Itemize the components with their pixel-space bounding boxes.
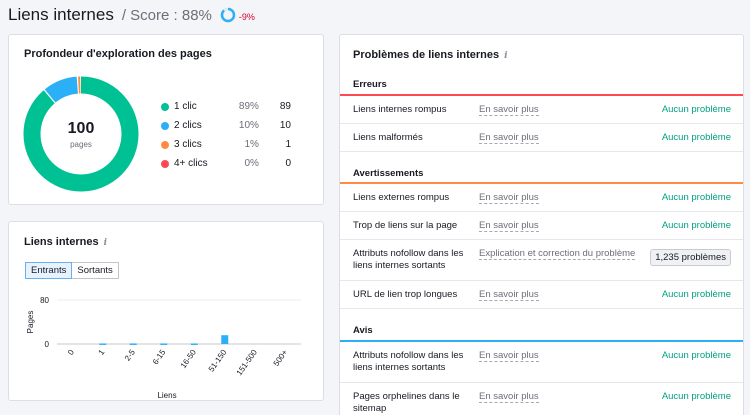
issue-status[interactable]: Aucun problème xyxy=(661,350,731,361)
links-bar-chart: 80 0 Pages 0 1 2-5 6-15 16-50 51-150 151-500 500+ L… xyxy=(26,296,301,400)
issue-row: Liens internes rompus En savoir plus Auc… xyxy=(340,96,743,124)
crawl-depth-donut: 100 pages xyxy=(23,76,139,192)
issue-status[interactable]: Aucun problème xyxy=(661,132,731,143)
issue-label: Attributs nofollow dans les liens intern… xyxy=(353,350,464,373)
legend-row[interactable]: 3 clics 1% 1 xyxy=(161,135,291,154)
info-icon[interactable]: i xyxy=(103,238,107,248)
x-tick-label: 16-50 xyxy=(179,348,198,370)
section-divider xyxy=(340,340,743,342)
bar[interactable] xyxy=(160,343,168,345)
legend-percent: 10% xyxy=(238,120,259,131)
legend-dot xyxy=(161,102,169,111)
section-divider xyxy=(340,182,743,184)
issues-card: Problèmes de liens internes i Erreurs Lie… xyxy=(339,34,744,415)
section-divider xyxy=(340,94,743,96)
legend-row[interactable]: 4+ clics 0% 0 xyxy=(161,154,291,173)
x-tick-label: 0 xyxy=(66,348,76,357)
issue-label: Pages orphelines dans le sitemap xyxy=(353,391,460,414)
section-avertissements: Avertissements xyxy=(353,168,424,179)
issues-title-text: Problèmes de liens internes xyxy=(353,49,500,61)
donut-total: 100 xyxy=(67,119,95,137)
learn-more-link[interactable]: En savoir plus xyxy=(479,220,539,232)
legend-label: 3 clics xyxy=(174,139,202,150)
issue-status[interactable]: Aucun problème xyxy=(661,192,731,203)
issue-label: URL de lien trop longues xyxy=(353,289,458,300)
learn-more-link[interactable]: En savoir plus xyxy=(479,192,539,204)
issue-row: Trop de liens sur la page En savoir plus… xyxy=(340,212,743,240)
legend-row[interactable]: 1 clic 89% 89 xyxy=(161,97,291,116)
page-title: Liens internes xyxy=(8,5,114,24)
x-tick-label: 2-5 xyxy=(123,348,137,363)
donut-total-label: pages xyxy=(70,139,92,149)
score-delta: -9% xyxy=(238,11,255,22)
legend-label: 1 clic xyxy=(174,101,197,112)
x-tick-label: 500+ xyxy=(272,348,290,368)
fix-explanation-link[interactable]: Explication et correction du problème xyxy=(479,248,636,260)
x-tick-label: 1 xyxy=(96,348,106,357)
legend-row[interactable]: 2 clics 10% 10 xyxy=(161,116,291,135)
issue-row: Attributs nofollow dans les liens intern… xyxy=(340,240,743,281)
legend-label: 2 clics xyxy=(174,120,202,131)
issue-label: Liens internes rompus xyxy=(353,104,447,115)
learn-more-link[interactable]: En savoir plus xyxy=(479,391,539,403)
section-erreurs: Erreurs xyxy=(353,79,387,90)
y-tick-label: 80 xyxy=(40,296,49,305)
issue-row: Liens malformés En savoir plus Aucun pro… xyxy=(340,124,743,152)
score-ring-icon xyxy=(220,7,236,23)
learn-more-link[interactable]: En savoir plus xyxy=(479,132,539,144)
internal-links-card: Liens internes i Entrants Sortants 80 0 Pag… xyxy=(8,221,324,401)
x-tick-label: 51-150 xyxy=(207,348,229,374)
bar[interactable] xyxy=(99,343,107,345)
tab-sortants[interactable]: Sortants xyxy=(72,262,119,279)
links-tabs: Entrants Sortants xyxy=(25,262,119,279)
learn-more-link[interactable]: En savoir plus xyxy=(479,104,539,116)
x-tick-label: 6-15 xyxy=(151,348,168,367)
score-label: / Score : 88% xyxy=(121,6,212,24)
issue-label: Liens malformés xyxy=(353,132,423,143)
donut-slice[interactable] xyxy=(23,76,139,192)
y-tick-label: 0 xyxy=(45,340,50,349)
issue-status[interactable]: Aucun problème xyxy=(661,289,731,300)
issue-status[interactable]: Aucun problème xyxy=(661,104,731,115)
learn-more-link[interactable]: En savoir plus xyxy=(479,289,539,301)
issues-count-badge[interactable]: 1,235 problèmes xyxy=(650,249,731,266)
tab-entrants[interactable]: Entrants xyxy=(25,262,73,279)
issue-row: Pages orphelines dans le sitemap En savo… xyxy=(340,383,743,415)
legend-count: 10 xyxy=(279,120,291,131)
x-axis-label: Liens xyxy=(157,391,176,400)
info-icon[interactable]: i xyxy=(504,51,508,61)
crawl-depth-title: Profondeur d'exploration des pages xyxy=(24,48,212,60)
y-axis-label: Pages xyxy=(26,311,35,334)
x-tick-label: 151-500 xyxy=(235,348,260,378)
learn-more-link[interactable]: En savoir plus xyxy=(479,350,539,362)
legend-percent: 0% xyxy=(244,158,259,169)
bar[interactable] xyxy=(129,343,137,345)
legend-count: 1 xyxy=(285,139,291,150)
legend-dot xyxy=(161,121,169,130)
issue-status[interactable]: Aucun problème xyxy=(661,220,731,231)
legend-count: 89 xyxy=(279,101,291,112)
bar[interactable] xyxy=(190,343,198,345)
legend-dot xyxy=(161,140,169,149)
page-header: Liens internes / Score : 88% -9% xyxy=(8,4,255,26)
legend-dot xyxy=(161,159,169,168)
legend-count: 0 xyxy=(285,158,291,169)
legend-label: 4+ clics xyxy=(174,158,208,169)
internal-links-title-text: Liens internes xyxy=(24,236,99,248)
legend-percent: 1% xyxy=(244,139,259,150)
crawl-depth-legend: 1 clic 89% 89 2 clics 10% 10 3 clics 1% … xyxy=(161,97,291,173)
issue-label: Liens externes rompus xyxy=(353,192,450,203)
crawl-depth-card: Profondeur d'exploration des pages 100 p… xyxy=(8,34,324,205)
section-avis: Avis xyxy=(353,325,373,336)
internal-links-title: Liens internes i xyxy=(24,236,107,248)
issue-label: Attributs nofollow dans les liens intern… xyxy=(353,248,464,271)
issue-label: Trop de liens sur la page xyxy=(353,220,458,231)
issue-row: URL de lien trop longues En savoir plus … xyxy=(340,281,743,309)
issue-row: Liens externes rompus En savoir plus Auc… xyxy=(340,184,743,212)
issues-title: Problèmes de liens internes i xyxy=(353,49,508,61)
bar[interactable] xyxy=(221,335,229,344)
issue-row: Attributs nofollow dans les liens intern… xyxy=(340,342,743,383)
issue-status[interactable]: Aucun problème xyxy=(661,391,731,402)
legend-percent: 89% xyxy=(238,101,259,112)
